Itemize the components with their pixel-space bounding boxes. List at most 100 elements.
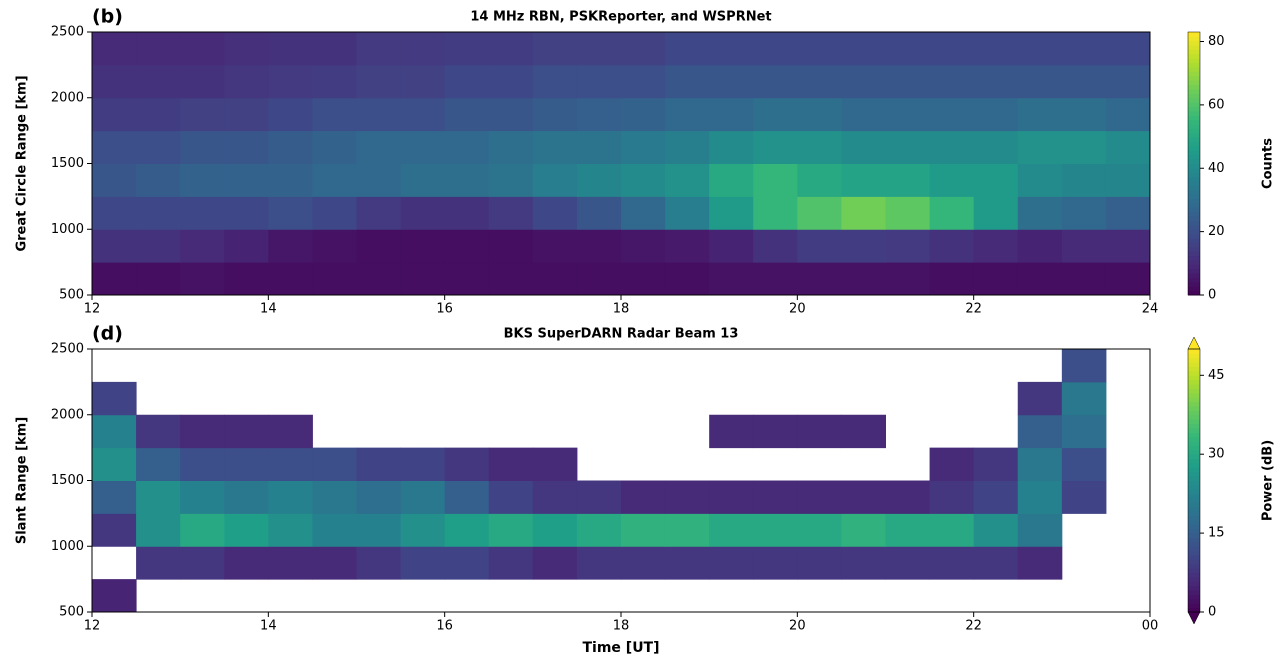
x-tick-label: 14 bbox=[260, 619, 277, 634]
colorbar-segment bbox=[1188, 349, 1200, 354]
heatmap-cell bbox=[444, 447, 490, 481]
heatmap-cell bbox=[180, 262, 225, 296]
heatmap-cell bbox=[753, 229, 798, 263]
heatmap-cell bbox=[797, 513, 842, 547]
colorbar-segment bbox=[1188, 559, 1200, 565]
colorbar-segment bbox=[1188, 410, 1200, 416]
heatmap-cell bbox=[312, 130, 357, 164]
heatmap-cell bbox=[356, 262, 402, 296]
colorbar-segment bbox=[1188, 454, 1200, 460]
heatmap-cell bbox=[797, 130, 842, 164]
colorbar-segment bbox=[1188, 484, 1200, 490]
heatmap-cell bbox=[224, 64, 269, 99]
heatmap-cell bbox=[753, 163, 798, 197]
heatmap-cell bbox=[929, 163, 975, 197]
heatmap-cell bbox=[665, 480, 710, 514]
heatmap-cell bbox=[356, 447, 402, 481]
heatmap-cell bbox=[841, 163, 886, 197]
heatmap-cell bbox=[1105, 97, 1151, 132]
heatmap-cell bbox=[1017, 229, 1063, 263]
colorbar-segment bbox=[1188, 449, 1200, 455]
colorbar-segment bbox=[1188, 185, 1200, 191]
heatmap-cell bbox=[576, 513, 622, 547]
heatmap-cell bbox=[180, 64, 225, 99]
heatmap-cell bbox=[312, 262, 357, 296]
heatmap-cell bbox=[92, 513, 137, 547]
heatmap-cell bbox=[885, 480, 931, 514]
heatmap-cell bbox=[621, 546, 666, 580]
heatmap-cell bbox=[797, 414, 842, 449]
panel-label: (d) bbox=[92, 323, 123, 345]
heatmap-cell bbox=[400, 480, 446, 514]
colorbar-segment bbox=[1188, 172, 1200, 178]
heatmap-cell bbox=[444, 163, 490, 197]
colorbar-segment bbox=[1188, 476, 1200, 481]
colorbar-segment bbox=[1188, 533, 1200, 538]
heatmap-cell bbox=[929, 32, 975, 66]
heatmap-cell bbox=[92, 64, 137, 99]
heatmap-cell bbox=[92, 32, 137, 66]
heatmap-cell bbox=[488, 196, 534, 230]
heatmap-cell bbox=[444, 196, 490, 230]
colorbar-segment bbox=[1188, 379, 1200, 385]
heatmap-cell bbox=[709, 229, 754, 263]
colorbar-segment bbox=[1188, 541, 1200, 547]
colorbar-segment bbox=[1188, 163, 1200, 169]
colorbar-segment bbox=[1188, 58, 1200, 64]
heatmap-cell bbox=[92, 130, 137, 164]
heatmap-cell bbox=[224, 513, 269, 547]
colorbar-segment bbox=[1188, 546, 1200, 552]
heatmap-cell bbox=[1017, 130, 1063, 164]
colorbar-segment bbox=[1188, 264, 1200, 270]
x-tick-label: 20 bbox=[789, 619, 806, 634]
heatmap-cell bbox=[797, 196, 842, 230]
heatmap-cell bbox=[224, 130, 269, 164]
colorbar-segment bbox=[1188, 427, 1200, 433]
colorbar-segment bbox=[1188, 423, 1200, 429]
colorbar-segment bbox=[1188, 45, 1200, 51]
heatmap-cell bbox=[444, 262, 490, 296]
heatmap-cell bbox=[92, 579, 137, 613]
colorbar-segment bbox=[1188, 238, 1200, 243]
heatmap-cell bbox=[885, 130, 931, 164]
colorbar-tick-label: 15 bbox=[1208, 526, 1225, 541]
heatmap-cell bbox=[621, 97, 666, 132]
heatmap-cell bbox=[753, 130, 798, 164]
heatmap-cell bbox=[136, 163, 181, 197]
heatmap-cell bbox=[136, 196, 181, 230]
colorbar-segment bbox=[1188, 576, 1200, 582]
heatmap-cell bbox=[576, 64, 622, 99]
heatmap-cell bbox=[1105, 262, 1151, 296]
heatmap-cell bbox=[973, 97, 1019, 132]
heatmap-cell bbox=[797, 64, 842, 99]
colorbar-segment bbox=[1188, 273, 1200, 278]
heatmap-cell bbox=[929, 447, 975, 481]
heatmap-cell bbox=[356, 480, 402, 514]
colorbar-segment bbox=[1188, 102, 1200, 108]
heatmap-cell bbox=[1017, 513, 1063, 547]
heatmap-cell bbox=[709, 480, 754, 514]
heatmap-cell bbox=[797, 546, 842, 580]
colorbar-segment bbox=[1188, 572, 1200, 578]
heatmap-cell bbox=[224, 414, 269, 449]
heatmap-cell bbox=[180, 130, 225, 164]
heatmap-cell bbox=[841, 546, 886, 580]
y-tick-label: 2000 bbox=[51, 90, 84, 105]
heatmap-cell bbox=[797, 229, 842, 263]
colorbar-segment bbox=[1188, 458, 1200, 464]
colorbar-segment bbox=[1188, 405, 1200, 411]
colorbar-segment bbox=[1188, 220, 1200, 226]
heatmap-cell bbox=[92, 414, 137, 449]
heatmap-cell bbox=[136, 262, 181, 296]
heatmap-cell bbox=[841, 229, 886, 263]
heatmap-cell bbox=[929, 262, 975, 296]
heatmap-cell bbox=[312, 97, 357, 132]
colorbar-segment bbox=[1188, 528, 1200, 534]
heatmap-cell bbox=[532, 480, 578, 514]
heatmap-cell bbox=[576, 546, 622, 580]
colorbar-segment bbox=[1188, 32, 1200, 37]
heatmap-cell bbox=[268, 513, 313, 547]
heatmap-cell bbox=[92, 163, 137, 197]
heatmap-cell bbox=[532, 163, 578, 197]
colorbar-segment bbox=[1188, 357, 1200, 363]
